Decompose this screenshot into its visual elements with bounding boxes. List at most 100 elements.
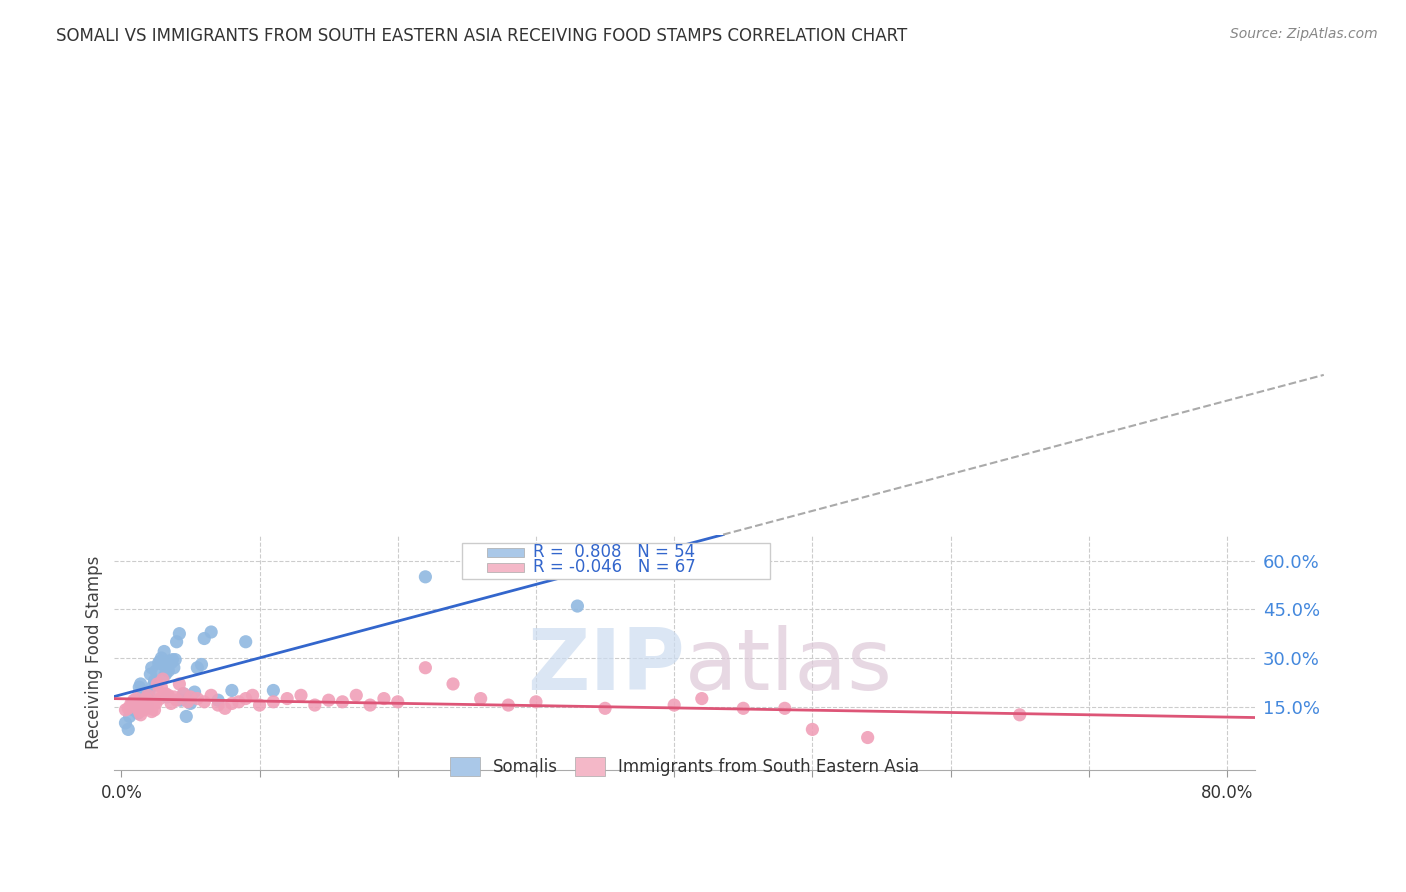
Point: [567, 599, 589, 613]
Point: [179, 690, 201, 704]
Point: [142, 679, 165, 693]
Point: [124, 693, 146, 707]
Text: SOMALI VS IMMIGRANTS FROM SOUTH EASTERN ASIA RECEIVING FOOD STAMPS CORRELATION C: SOMALI VS IMMIGRANTS FROM SOUTH EASTERN …: [56, 27, 907, 45]
Point: [148, 685, 170, 699]
Point: [304, 698, 326, 712]
Point: [136, 689, 159, 703]
Point: [128, 680, 150, 694]
Point: [190, 657, 212, 672]
FancyBboxPatch shape: [463, 543, 770, 579]
Point: [170, 693, 193, 707]
Point: [733, 701, 755, 715]
Point: [690, 691, 713, 706]
Point: [150, 651, 173, 665]
Point: [235, 634, 257, 648]
Point: [145, 697, 167, 711]
Point: [801, 723, 824, 737]
Point: [149, 654, 172, 668]
Point: [169, 626, 191, 640]
Point: [135, 691, 157, 706]
Point: [183, 685, 205, 699]
Point: [214, 701, 236, 715]
Point: [122, 703, 145, 717]
FancyBboxPatch shape: [488, 548, 524, 557]
Point: [318, 693, 340, 707]
Point: [359, 698, 381, 712]
Point: [173, 687, 195, 701]
Point: [193, 695, 215, 709]
Point: [174, 709, 197, 723]
Point: [132, 687, 155, 701]
Point: [160, 697, 183, 711]
Point: [141, 661, 163, 675]
Point: [114, 703, 136, 717]
Point: [146, 677, 169, 691]
Point: [221, 683, 243, 698]
Point: [186, 661, 208, 675]
Point: [200, 625, 222, 640]
Point: [387, 695, 409, 709]
Point: [152, 657, 174, 672]
Point: [125, 698, 148, 712]
Point: [415, 661, 437, 675]
Point: [139, 701, 162, 715]
Point: [193, 632, 215, 646]
Point: [176, 695, 198, 709]
Point: [153, 644, 176, 658]
Point: [524, 695, 547, 709]
Point: [498, 698, 520, 712]
Point: [207, 693, 229, 707]
Point: [128, 705, 150, 719]
Point: [470, 691, 492, 706]
Point: [157, 664, 180, 678]
Point: [262, 695, 284, 709]
Point: [114, 715, 136, 730]
Point: [221, 697, 243, 711]
Point: [441, 677, 464, 691]
Point: [262, 683, 284, 698]
Point: [124, 699, 146, 714]
Point: [169, 677, 191, 691]
Y-axis label: Receiving Food Stamps: Receiving Food Stamps: [86, 556, 103, 749]
Point: [173, 687, 195, 701]
Point: [129, 677, 152, 691]
Point: [132, 703, 155, 717]
Point: [160, 656, 183, 670]
Point: [124, 698, 146, 712]
Point: [121, 697, 143, 711]
Point: [155, 667, 177, 681]
Point: [415, 570, 437, 584]
Point: [290, 689, 312, 703]
Point: [149, 691, 172, 706]
Point: [135, 691, 157, 706]
Point: [242, 689, 264, 703]
Point: [162, 652, 184, 666]
Point: [200, 689, 222, 703]
Point: [127, 701, 149, 715]
Point: [155, 687, 177, 701]
Point: [207, 698, 229, 712]
Point: [148, 656, 170, 670]
Point: [166, 634, 188, 648]
FancyBboxPatch shape: [488, 563, 524, 572]
Point: [122, 693, 145, 707]
Point: [117, 701, 139, 715]
Point: [163, 661, 186, 675]
Point: [146, 677, 169, 691]
Point: [125, 691, 148, 706]
Point: [143, 673, 166, 688]
Point: [1008, 707, 1031, 722]
Point: [129, 707, 152, 722]
Point: [134, 698, 156, 712]
Point: [856, 731, 879, 745]
Legend: Somalis, Immigrants from South Eastern Asia: Somalis, Immigrants from South Eastern A…: [443, 750, 927, 783]
Point: [145, 664, 167, 678]
Text: ZIP: ZIP: [527, 625, 685, 708]
Point: [228, 695, 250, 709]
Point: [136, 699, 159, 714]
Point: [249, 698, 271, 712]
Point: [142, 698, 165, 712]
Point: [141, 705, 163, 719]
Point: [662, 698, 685, 712]
Point: [166, 693, 188, 707]
